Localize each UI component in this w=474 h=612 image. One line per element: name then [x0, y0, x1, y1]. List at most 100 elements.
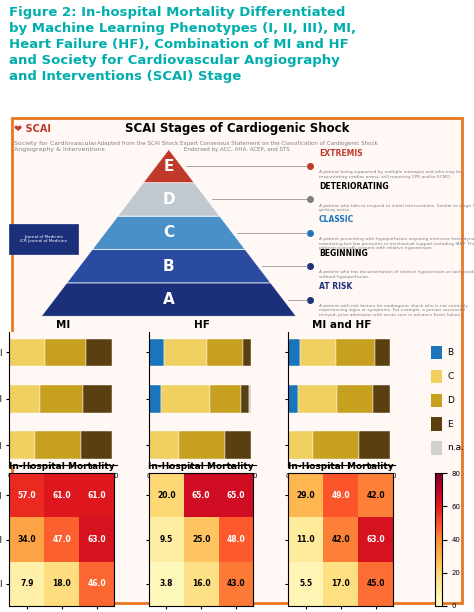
- Bar: [149, 431, 179, 459]
- Text: 7.9: 7.9: [20, 579, 34, 588]
- Bar: [336, 338, 375, 367]
- Bar: [83, 385, 112, 412]
- Text: E: E: [447, 420, 453, 428]
- Text: 61.0: 61.0: [53, 491, 71, 500]
- Text: A patient being supported by multiple inotropes and who may be
resuscitating car: A patient being supported by multiple in…: [319, 170, 462, 179]
- Bar: [249, 385, 251, 412]
- Polygon shape: [92, 216, 245, 250]
- Text: 11.0: 11.0: [297, 535, 315, 544]
- Text: 9.5: 9.5: [160, 535, 173, 544]
- Text: 46.0: 46.0: [87, 579, 106, 588]
- Bar: [288, 385, 298, 412]
- Text: C: C: [163, 225, 174, 241]
- Text: 61.0: 61.0: [87, 491, 106, 500]
- Text: 25.0: 25.0: [192, 535, 210, 544]
- Bar: [337, 385, 373, 412]
- Text: 63.0: 63.0: [87, 535, 106, 544]
- Title: In-Hospital Mortality: In-Hospital Mortality: [148, 462, 254, 471]
- Text: D: D: [163, 192, 175, 207]
- Bar: [81, 431, 112, 459]
- Bar: [298, 385, 337, 412]
- Bar: [210, 385, 241, 412]
- Text: 16.0: 16.0: [192, 579, 210, 588]
- Text: BEGINNING: BEGINNING: [319, 249, 368, 258]
- Bar: [35, 431, 81, 459]
- Text: 42.0: 42.0: [331, 535, 350, 544]
- Text: ❤ SCAI: ❤ SCAI: [14, 124, 51, 134]
- Text: B: B: [447, 348, 454, 357]
- Text: 65.0: 65.0: [192, 491, 210, 500]
- Polygon shape: [143, 149, 194, 183]
- Bar: [288, 431, 313, 459]
- X-axis label: % of patients: % of patients: [36, 485, 91, 493]
- Text: 45.0: 45.0: [366, 579, 385, 588]
- Bar: [9, 338, 46, 367]
- Text: 47.0: 47.0: [52, 535, 71, 544]
- Text: 5.5: 5.5: [299, 579, 312, 588]
- Text: SCAI Stages of Cardiogenic Shock: SCAI Stages of Cardiogenic Shock: [125, 122, 349, 135]
- Text: A patient who fails to respond to initial interventions. Similar to stage C and
: A patient who fails to respond to initia…: [319, 204, 474, 212]
- Text: 20.0: 20.0: [157, 491, 176, 500]
- Text: A: A: [163, 292, 174, 307]
- Title: In-Hospital Mortality: In-Hospital Mortality: [288, 462, 393, 471]
- Text: 42.0: 42.0: [366, 491, 385, 500]
- Bar: [288, 338, 300, 367]
- Text: DETERIORATING: DETERIORATING: [319, 182, 389, 191]
- Title: In-Hospital Mortality: In-Hospital Mortality: [9, 462, 115, 471]
- Text: 43.0: 43.0: [227, 579, 246, 588]
- Text: A patient presenting with hypoperfusion requiring intensive hemodynamic
monitori: A patient presenting with hypoperfusion …: [319, 237, 474, 250]
- Bar: [207, 338, 243, 367]
- Text: C: C: [447, 371, 454, 381]
- Text: AT RISK: AT RISK: [319, 282, 352, 291]
- Text: CLASSIC: CLASSIC: [319, 215, 354, 225]
- Text: Society for Cardiovascular
Angiography & Interventions: Society for Cardiovascular Angiography &…: [14, 141, 105, 152]
- Text: 57.0: 57.0: [18, 491, 36, 500]
- Bar: [46, 338, 86, 367]
- Text: 48.0: 48.0: [227, 535, 246, 544]
- Bar: [431, 370, 442, 383]
- Bar: [313, 431, 359, 459]
- Text: 3.8: 3.8: [160, 579, 173, 588]
- Bar: [431, 417, 442, 431]
- Bar: [179, 431, 226, 459]
- Text: A patient with risk factors for cardiogenic shock who is not currently
experienc: A patient with risk factors for cardioge…: [319, 304, 468, 317]
- Text: 65.0: 65.0: [227, 491, 245, 500]
- Text: Journal of Medicine
ICR Journal of Medicine: Journal of Medicine ICR Journal of Medic…: [20, 235, 67, 244]
- X-axis label: % of patients: % of patients: [314, 485, 369, 493]
- Polygon shape: [67, 250, 271, 283]
- Polygon shape: [118, 183, 220, 216]
- Bar: [373, 385, 390, 412]
- Bar: [300, 338, 336, 367]
- Text: Figure 2: In-hospital Mortality Differentiated
by Machine Learning Phenotypes (I: Figure 2: In-hospital Mortality Differen…: [9, 6, 356, 83]
- Bar: [40, 385, 83, 412]
- Text: 17.0: 17.0: [331, 579, 350, 588]
- Bar: [9, 385, 40, 412]
- Bar: [9, 431, 35, 459]
- Title: MI: MI: [56, 320, 71, 330]
- Text: 49.0: 49.0: [331, 491, 350, 500]
- Bar: [431, 394, 442, 407]
- X-axis label: % of patients: % of patients: [174, 485, 230, 493]
- Text: A patient who has documentation of relative hypotension or tachycardia
without h: A patient who has documentation of relat…: [319, 271, 474, 279]
- FancyBboxPatch shape: [9, 225, 78, 253]
- Bar: [86, 338, 112, 367]
- Title: MI and HF: MI and HF: [312, 320, 371, 330]
- Text: 63.0: 63.0: [366, 535, 385, 544]
- Bar: [375, 338, 390, 367]
- Bar: [226, 431, 251, 459]
- Text: EXTREMIS: EXTREMIS: [319, 149, 363, 158]
- FancyBboxPatch shape: [12, 119, 462, 603]
- Text: 29.0: 29.0: [297, 491, 315, 500]
- Title: HF: HF: [194, 320, 210, 330]
- Bar: [149, 338, 164, 367]
- Polygon shape: [41, 283, 296, 316]
- Bar: [243, 338, 251, 367]
- Text: E: E: [164, 159, 174, 174]
- Bar: [431, 346, 442, 359]
- Text: 18.0: 18.0: [52, 579, 71, 588]
- Text: 34.0: 34.0: [18, 535, 36, 544]
- Bar: [241, 385, 249, 412]
- Bar: [149, 385, 161, 412]
- Bar: [431, 441, 442, 455]
- Text: n.a.: n.a.: [447, 444, 465, 452]
